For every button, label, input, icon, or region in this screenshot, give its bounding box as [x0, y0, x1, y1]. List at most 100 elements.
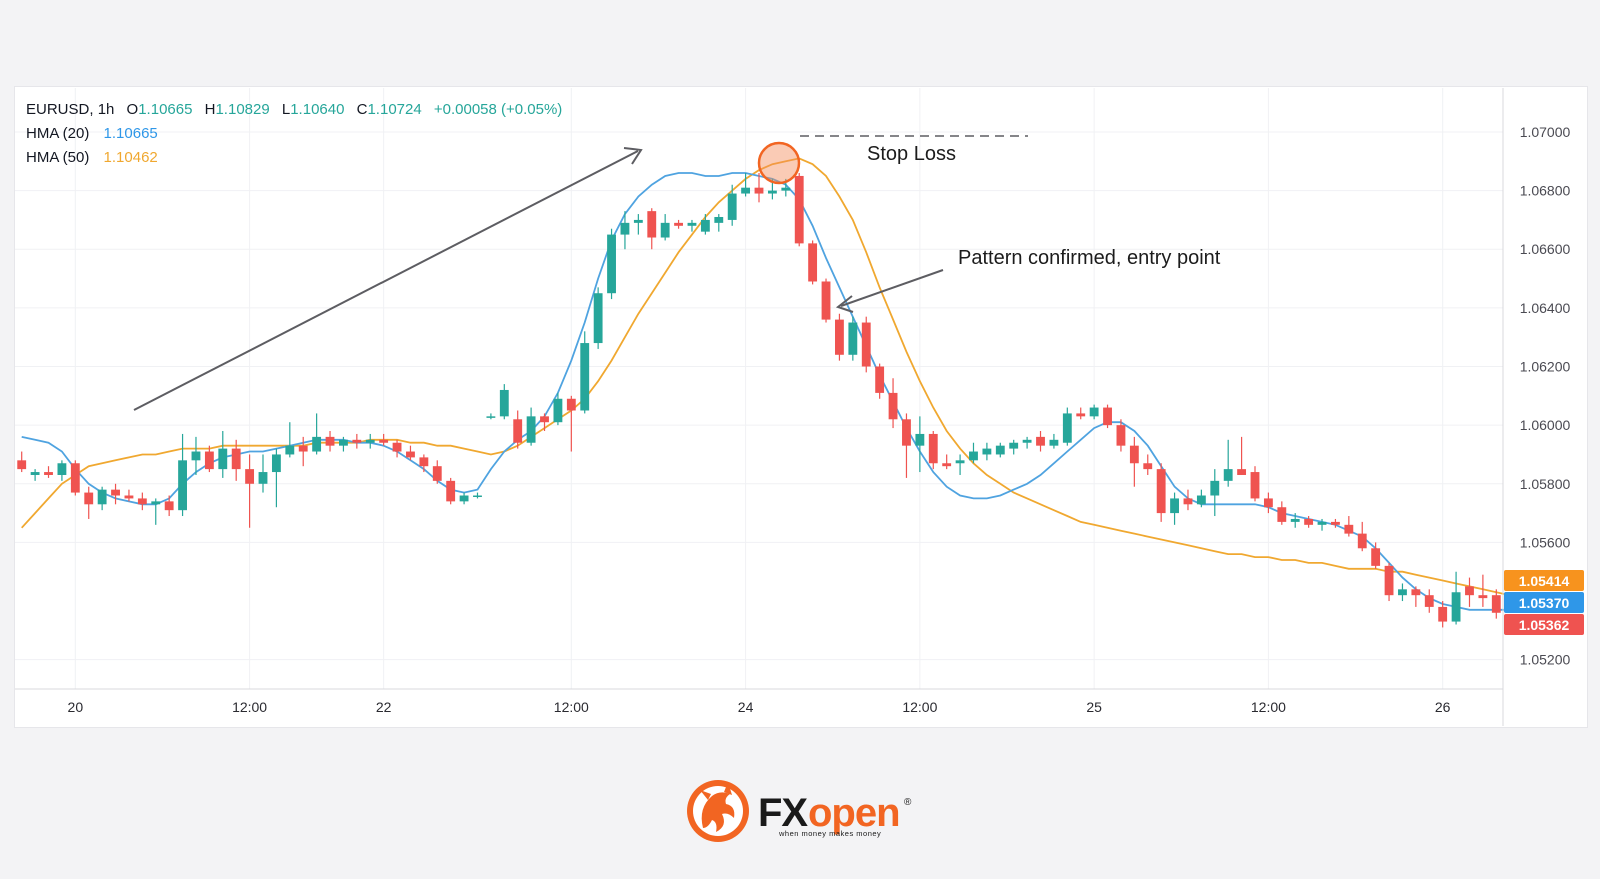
- candle-down[interactable]: [1143, 454, 1153, 475]
- candle-down[interactable]: [1237, 436, 1247, 475]
- candle-up[interactable]: [687, 219, 697, 232]
- candle-down[interactable]: [392, 439, 402, 458]
- candle-down[interactable]: [245, 454, 255, 528]
- candle-down[interactable]: [446, 477, 456, 505]
- candle-up[interactable]: [848, 316, 858, 361]
- candle-down[interactable]: [1331, 518, 1340, 528]
- candle-up[interactable]: [271, 448, 281, 508]
- candle-down[interactable]: [1250, 466, 1260, 502]
- candle-down[interactable]: [137, 492, 147, 511]
- candle-up[interactable]: [365, 433, 375, 449]
- candle-down[interactable]: [1076, 407, 1086, 420]
- candle-up[interactable]: [593, 287, 603, 349]
- candle-up[interactable]: [714, 214, 724, 232]
- candle-up[interactable]: [1170, 492, 1179, 525]
- candle-up[interactable]: [151, 498, 161, 525]
- candle-down[interactable]: [540, 413, 549, 432]
- candle-down[interactable]: [1116, 419, 1126, 452]
- candle-up[interactable]: [526, 407, 536, 446]
- candle-down[interactable]: [1478, 574, 1488, 607]
- candle-down[interactable]: [674, 219, 683, 229]
- candle-up[interactable]: [553, 392, 563, 426]
- candle-up[interactable]: [727, 184, 737, 226]
- candle-down[interactable]: [835, 313, 844, 361]
- candle-down[interactable]: [928, 431, 938, 470]
- candle-down[interactable]: [1277, 501, 1287, 525]
- candle-up[interactable]: [473, 492, 482, 499]
- candle-down[interactable]: [1129, 436, 1139, 487]
- candle-down[interactable]: [1103, 404, 1112, 429]
- candle-up[interactable]: [218, 431, 228, 478]
- candle-up[interactable]: [499, 384, 509, 420]
- candle-up[interactable]: [312, 413, 322, 455]
- candle-up[interactable]: [741, 173, 751, 197]
- candle-up[interactable]: [191, 436, 201, 475]
- candle-down[interactable]: [17, 451, 27, 473]
- candle-up[interactable]: [1451, 571, 1461, 625]
- candle-up[interactable]: [607, 228, 616, 300]
- time-axis[interactable]: 20 12:00 22 12:00 24 12:00 25 12:00 26: [68, 699, 1451, 715]
- candle-down[interactable]: [794, 173, 804, 247]
- candle-down[interactable]: [1183, 489, 1193, 511]
- candle-down[interactable]: [875, 363, 885, 399]
- candle-down[interactable]: [406, 445, 415, 461]
- candle-down[interactable]: [1156, 463, 1166, 522]
- candle-down[interactable]: [419, 454, 429, 473]
- candle-down[interactable]: [1304, 516, 1314, 528]
- candle-up[interactable]: [995, 442, 1005, 458]
- candle-down[interactable]: [902, 413, 911, 478]
- candle-down[interactable]: [379, 433, 389, 446]
- candle-up[interactable]: [955, 454, 965, 475]
- candle-down[interactable]: [325, 431, 335, 452]
- candle-down[interactable]: [1371, 542, 1381, 569]
- candle-up[interactable]: [1398, 583, 1407, 602]
- candle-down[interactable]: [808, 240, 818, 285]
- candle-down[interactable]: [1384, 562, 1394, 602]
- candle-down[interactable]: [861, 316, 871, 373]
- candle-down[interactable]: [566, 395, 576, 452]
- candle-down[interactable]: [821, 278, 831, 323]
- price-axis[interactable]: 1.07000 1.06800 1.06600 1.06400 1.06200 1.060…: [1520, 124, 1571, 668]
- candle-down[interactable]: [124, 489, 134, 502]
- candle-down[interactable]: [298, 436, 308, 467]
- candle-down[interactable]: [44, 466, 53, 478]
- candle-down[interactable]: [754, 173, 764, 203]
- candle-down[interactable]: [70, 460, 80, 496]
- candle-up[interactable]: [1317, 518, 1327, 531]
- candle-down[interactable]: [1491, 589, 1501, 619]
- candle-down[interactable]: [1411, 586, 1421, 607]
- candle-up[interactable]: [1049, 433, 1059, 449]
- candle-up[interactable]: [1223, 439, 1233, 487]
- candle-down[interactable]: [1465, 577, 1474, 607]
- candle-up[interactable]: [285, 422, 295, 458]
- candle-down[interactable]: [1424, 589, 1434, 613]
- candle-up[interactable]: [97, 486, 107, 511]
- candle-up[interactable]: [915, 416, 925, 473]
- candle-up[interactable]: [620, 211, 630, 250]
- candle-down[interactable]: [231, 439, 241, 481]
- candle-up[interactable]: [1290, 513, 1300, 528]
- candle-down[interactable]: [513, 410, 523, 449]
- candle-down[interactable]: [1344, 516, 1354, 537]
- candle-up[interactable]: [57, 460, 67, 481]
- candle-up[interactable]: [1062, 407, 1072, 446]
- candle-up[interactable]: [258, 454, 268, 493]
- candle-up[interactable]: [1210, 469, 1220, 517]
- candle-up[interactable]: [580, 331, 590, 414]
- candle-up[interactable]: [339, 436, 348, 452]
- candle-up[interactable]: [30, 469, 40, 481]
- candle-up[interactable]: [486, 413, 496, 420]
- candle-up[interactable]: [969, 442, 978, 464]
- candle-up[interactable]: [459, 492, 469, 505]
- candle-down[interactable]: [888, 378, 898, 429]
- candle-down[interactable]: [647, 208, 657, 250]
- candle-up[interactable]: [178, 433, 187, 517]
- candle-up[interactable]: [700, 214, 710, 235]
- candle-down[interactable]: [204, 445, 214, 473]
- candle-up[interactable]: [1196, 489, 1206, 508]
- candle-down[interactable]: [164, 495, 174, 517]
- candle-down[interactable]: [1036, 431, 1045, 452]
- candle-down[interactable]: [432, 460, 442, 484]
- candle-up[interactable]: [982, 442, 992, 461]
